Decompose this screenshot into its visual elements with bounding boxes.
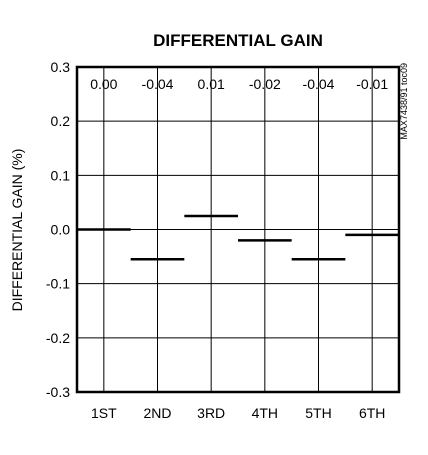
x-tick-label: 6TH [359,405,385,421]
y-axis-label: DIFFERENTIAL GAIN (%) [9,149,25,312]
chart-title: DIFFERENTIAL GAIN [153,31,323,50]
x-tick-label: 4TH [252,405,278,421]
x-tick-label: 5TH [305,405,331,421]
data-label: -0.04 [142,76,174,92]
x-tick-label: 1ST [91,405,117,421]
data-label: 0.00 [90,76,117,92]
data-label: -0.01 [356,76,388,92]
y-tick-label: -0.1 [46,276,70,292]
y-tick-label: 0.1 [51,167,71,183]
y-tick-label: -0.3 [46,384,70,400]
y-tick-label: 0.2 [51,113,71,129]
x-tick-label: 3RD [197,405,225,421]
part-code: MAX7438/91 toc09 [399,63,409,140]
data-marks [77,216,399,259]
data-label: -0.04 [303,76,335,92]
data-labels: 0.00 -0.04 0.01 -0.02 -0.04 -0.01 [90,76,388,92]
y-ticks: 0.3 0.2 0.1 0.0 -0.1 -0.2 -0.3 [46,59,70,400]
data-label: -0.02 [249,76,281,92]
y-tick-label: 0.0 [51,222,71,238]
data-label: 0.01 [198,76,225,92]
x-ticks: 1ST 2ND 3RD 4TH 5TH 6TH [91,405,385,421]
x-tick-label: 2ND [143,405,171,421]
y-tick-label: 0.3 [51,59,71,75]
y-tick-label: -0.2 [46,330,70,346]
